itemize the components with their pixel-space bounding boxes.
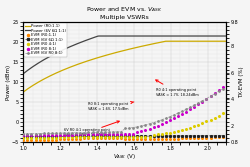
X-axis label: $V_{ASK}$ (V): $V_{ASK}$ (V) [113,152,136,161]
Text: R0 4:1 operating point
VASK = 1.7V, 18.24dBm: R0 4:1 operating point VASK = 1.7V, 18.2… [156,80,199,97]
Text: 6V R0 4:1 operating point
VASK = 1.54V, 16.55dBm: 6V R0 4:1 operating point VASK = 1.54V, … [64,121,119,137]
Legend: Power (R0:1.1), Power (6V 6Ω 1:1), EVM (R0:1.1), EVM (6V 6Ω 1:1), EVM (R0 4:1), : Power (R0:1.1), Power (6V 6Ω 1:1), EVM (… [24,23,68,57]
Title: Power and EVM vs. $V_{ASK}$
Multiple VSWRs: Power and EVM vs. $V_{ASK}$ Multiple VSW… [86,6,163,20]
Y-axis label: TX-EVM (%): TX-EVM (%) [240,66,244,98]
Y-axis label: Power (dBm): Power (dBm) [6,64,10,100]
Text: R0 8:1 operating point
VASK = 1.6V, 17.5dBm: R0 8:1 operating point VASK = 1.6V, 17.5… [88,101,134,111]
